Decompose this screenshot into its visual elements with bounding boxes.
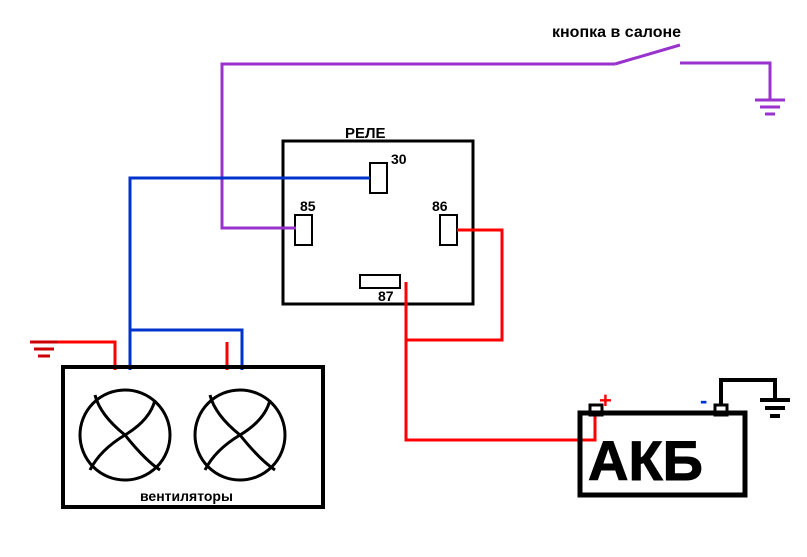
- battery-text: АКБ: [588, 429, 703, 492]
- red-wire-relay-battery: [406, 230, 595, 440]
- fan-2-blades: [205, 395, 275, 470]
- purple-wire: [222, 64, 615, 228]
- purple-wire-after-switch: [680, 63, 770, 100]
- pin-86: [440, 215, 457, 245]
- pin-85: [295, 215, 312, 245]
- fan-1-blades: [90, 395, 160, 470]
- battery-terminal-plus: [590, 405, 602, 415]
- blue-wire: [130, 178, 370, 370]
- pin-87: [360, 275, 400, 288]
- circuit-diagram: АКБ: [0, 0, 807, 557]
- pin-30: [370, 163, 387, 193]
- battery-terminal-minus: [715, 405, 727, 415]
- switch-lever: [615, 45, 680, 64]
